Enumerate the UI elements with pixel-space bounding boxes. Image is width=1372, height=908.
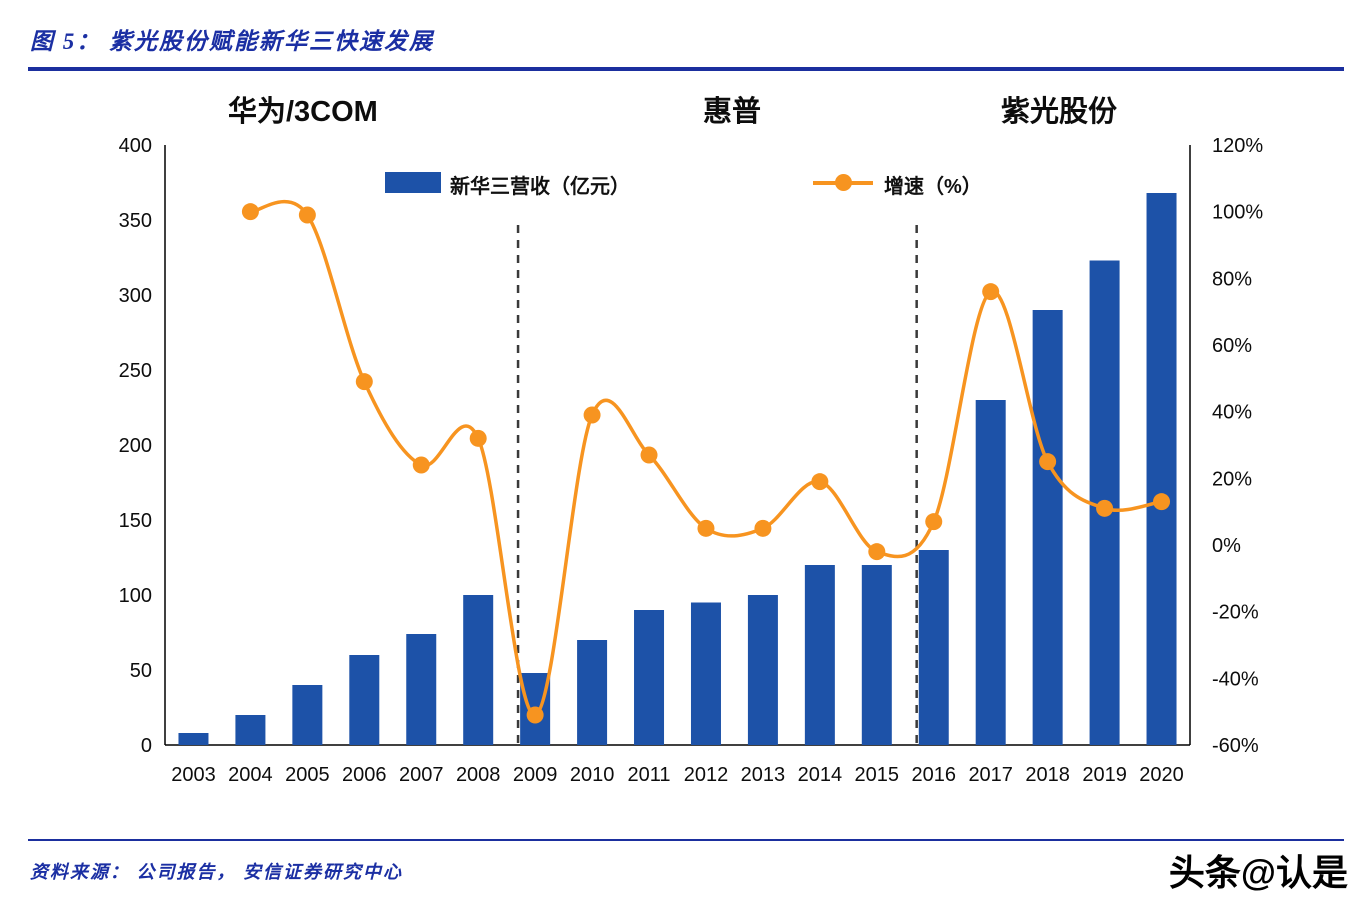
growth-marker: [982, 283, 1000, 301]
x-axis-tick-label: 2012: [684, 764, 729, 786]
x-axis-tick-label: 2005: [285, 764, 330, 786]
title-divider: [28, 67, 1344, 71]
x-axis-tick-label: 2014: [798, 764, 843, 786]
growth-marker: [754, 519, 772, 537]
right-axis-tick-label: 40%: [1212, 402, 1252, 424]
revenue-bar: [349, 655, 380, 745]
revenue-bar: [1146, 193, 1177, 745]
growth-marker: [811, 473, 829, 491]
x-axis-tick-label: 2018: [1025, 764, 1070, 786]
revenue-bar: [804, 565, 835, 745]
line-legend-label: 增速（%）: [884, 176, 982, 198]
right-axis-tick-label: 100%: [1212, 202, 1263, 224]
growth-marker: [1039, 453, 1057, 471]
right-axis-tick-label: 80%: [1212, 268, 1252, 290]
revenue-bar: [747, 595, 778, 745]
growth-marker: [697, 519, 715, 537]
revenue-bar: [178, 733, 209, 745]
line-legend-dot-icon: [835, 174, 852, 191]
x-axis-tick-label: 2020: [1139, 764, 1184, 786]
x-axis-tick-label: 2017: [968, 764, 1013, 786]
growth-marker: [241, 203, 259, 221]
growth-marker: [355, 373, 373, 391]
growth-marker: [583, 406, 601, 424]
growth-marker: [640, 446, 658, 464]
revenue-bar: [690, 602, 721, 745]
right-axis-tick-label: -20%: [1212, 602, 1259, 624]
growth-marker: [868, 543, 886, 561]
revenue-bar: [406, 634, 437, 745]
x-axis-tick-label: 2007: [399, 764, 444, 786]
period-label-unisplendour: 紫光股份: [1001, 96, 1118, 128]
revenue-bar: [634, 610, 665, 745]
x-axis-tick-label: 2019: [1082, 764, 1127, 786]
right-axis-tick-label: -60%: [1212, 735, 1259, 757]
right-axis-tick-label: 60%: [1212, 335, 1252, 357]
right-axis-tick-label: 20%: [1212, 468, 1252, 490]
footer-divider: [28, 839, 1344, 841]
growth-marker: [469, 429, 487, 447]
figure-title: 图 5： 紫光股份赋能新华三快速发展: [30, 29, 434, 54]
left-axis-tick-label: 250: [119, 360, 152, 382]
left-axis-tick-label: 400: [119, 135, 152, 157]
revenue-bar: [235, 715, 266, 745]
left-axis-tick-label: 0: [141, 735, 152, 757]
revenue-bar: [861, 565, 892, 745]
right-axis-tick-label: 120%: [1212, 135, 1263, 157]
x-axis-tick-label: 2004: [228, 764, 273, 786]
revenue-bar: [975, 400, 1006, 745]
growth-marker: [1153, 493, 1171, 511]
revenue-bar: [577, 640, 608, 745]
source-note: 资料来源： 公司报告， 安信证券研究中心: [30, 862, 403, 882]
growth-marker: [925, 513, 943, 531]
x-axis-tick-label: 2013: [741, 764, 786, 786]
left-axis-tick-label: 350: [119, 210, 152, 232]
left-axis-tick-label: 300: [119, 285, 152, 307]
watermark: 头条@认是: [1168, 852, 1348, 893]
left-axis-tick-label: 200: [119, 435, 152, 457]
x-axis-tick-label: 2016: [912, 764, 957, 786]
revenue-bar: [292, 685, 323, 745]
revenue-bar: [463, 595, 494, 745]
x-axis-tick-label: 2009: [513, 764, 558, 786]
growth-marker: [526, 706, 544, 724]
left-axis-tick-label: 150: [119, 510, 152, 532]
growth-marker: [412, 456, 430, 474]
x-axis-tick-label: 2015: [855, 764, 900, 786]
x-axis-tick-label: 2003: [171, 764, 216, 786]
x-axis-tick-label: 2010: [570, 764, 615, 786]
right-axis-tick-label: -40%: [1212, 668, 1259, 690]
left-axis-tick-label: 50: [130, 660, 152, 682]
x-axis-tick-label: 2011: [628, 764, 671, 786]
period-label-hp: 惠普: [703, 96, 762, 128]
growth-marker: [1096, 499, 1114, 517]
x-axis-tick-label: 2006: [342, 764, 387, 786]
revenue-bar: [1032, 310, 1063, 745]
growth-marker: [298, 206, 316, 224]
x-axis-tick-label: 2008: [456, 764, 501, 786]
bar-legend-swatch: [385, 172, 441, 193]
revenue-bar: [918, 550, 949, 745]
bar-legend-label: 新华三营收（亿元）: [450, 176, 630, 198]
right-axis-tick-label: 0%: [1212, 535, 1241, 557]
period-label-huawei-3com: 华为/3COM: [228, 96, 378, 128]
left-axis-tick-label: 100: [119, 585, 152, 607]
